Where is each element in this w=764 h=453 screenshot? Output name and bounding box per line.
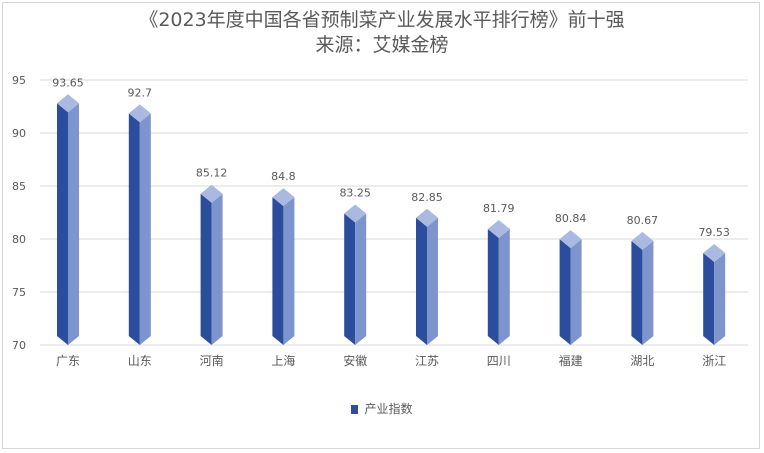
chart-title-block: 《2023年度中国各省预制菜产业发展水平排行榜》前十强 来源：艾媒金榜 bbox=[0, 8, 764, 58]
bar-left-face bbox=[272, 197, 284, 345]
bar-cap bbox=[57, 94, 79, 113]
data-label: 92.7 bbox=[128, 86, 153, 99]
bar-right-face bbox=[355, 213, 367, 345]
data-label: 80.67 bbox=[627, 214, 659, 227]
x-tick-label: 浙江 bbox=[702, 354, 726, 368]
chart-subtitle: 来源：艾媒金榜 bbox=[315, 34, 449, 56]
y-tick-label: 85 bbox=[12, 180, 26, 193]
data-label: 93.65 bbox=[52, 76, 84, 89]
bar-right-face bbox=[139, 113, 151, 345]
x-tick-label: 湖北 bbox=[630, 353, 654, 368]
bar-cap bbox=[344, 204, 367, 223]
bar-left-face bbox=[631, 240, 643, 345]
bar-right-face bbox=[714, 252, 726, 345]
data-label: 80.84 bbox=[555, 212, 587, 225]
x-tick-label: 福建 bbox=[559, 353, 583, 368]
legend-label: 产业指数 bbox=[364, 402, 413, 416]
bar-right-face bbox=[427, 217, 438, 345]
bar-left-face bbox=[703, 252, 715, 345]
y-tick-label: 80 bbox=[12, 233, 26, 246]
bar-cap bbox=[272, 188, 295, 207]
bar-left-face bbox=[200, 193, 212, 345]
y-tick-label: 70 bbox=[12, 339, 26, 352]
legend: 产业指数 bbox=[0, 400, 764, 417]
data-label: 85.12 bbox=[196, 167, 228, 180]
y-tick-label: 75 bbox=[12, 286, 26, 299]
bar-left-face bbox=[128, 113, 140, 345]
bar-cap bbox=[200, 184, 223, 203]
bar-cap bbox=[128, 104, 151, 123]
bar-cap bbox=[487, 220, 510, 239]
bar-right-face bbox=[211, 193, 223, 345]
data-label: 82.85 bbox=[411, 191, 443, 204]
data-label: 81.79 bbox=[483, 202, 515, 215]
bar-right-face bbox=[498, 229, 510, 345]
x-tick-label: 山东 bbox=[128, 354, 152, 368]
x-tick-label: 河南 bbox=[200, 353, 224, 368]
chart-title: 《2023年度中国各省预制菜产业发展水平排行榜》前十强 bbox=[139, 9, 625, 31]
chart-frame bbox=[2, 2, 760, 449]
bar-cap bbox=[703, 243, 726, 262]
y-tick-label: 95 bbox=[12, 74, 26, 87]
bar-right-face bbox=[570, 239, 582, 345]
bar-right-face bbox=[642, 240, 654, 345]
data-label: 84.8 bbox=[271, 170, 296, 183]
bar-left-face bbox=[57, 103, 68, 345]
bar-left-face bbox=[487, 229, 499, 345]
y-tick-label: 90 bbox=[12, 127, 26, 140]
bar-left-face bbox=[344, 213, 356, 345]
bar-cap bbox=[631, 231, 654, 250]
bar-cap bbox=[559, 230, 582, 249]
legend-swatch bbox=[351, 405, 359, 414]
bar-left-face bbox=[416, 217, 427, 345]
bar-cap bbox=[416, 208, 438, 227]
data-label: 79.53 bbox=[698, 226, 730, 239]
x-tick-label: 安徽 bbox=[343, 353, 367, 368]
x-tick-label: 江苏 bbox=[415, 354, 439, 368]
x-tick-label: 四川 bbox=[487, 354, 511, 368]
x-tick-label: 广东 bbox=[56, 354, 80, 368]
bar-right-face bbox=[68, 103, 79, 345]
bar-right-face bbox=[283, 197, 295, 345]
data-label: 83.25 bbox=[339, 187, 371, 200]
x-tick-label: 上海 bbox=[271, 353, 295, 368]
bar-left-face bbox=[559, 239, 571, 345]
